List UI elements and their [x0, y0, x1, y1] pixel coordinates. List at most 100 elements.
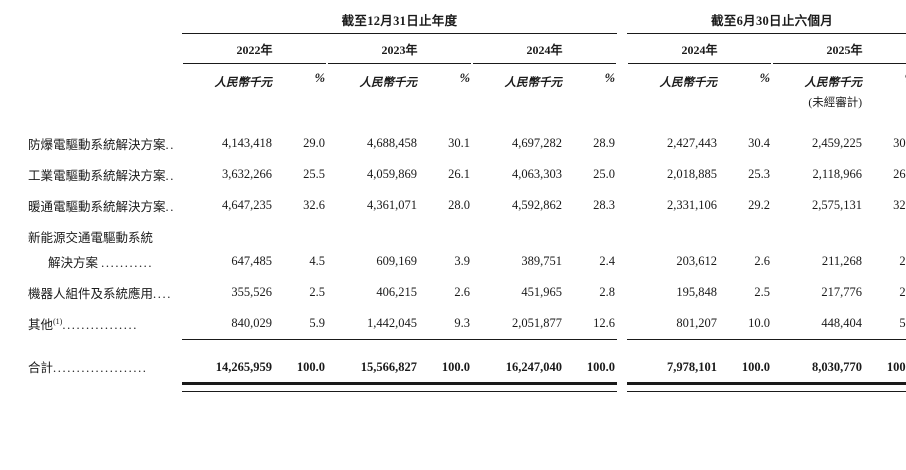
- cell-percent: 30.4: [748, 136, 771, 150]
- cell-value: 406,215: [376, 285, 417, 299]
- table-row: 其他(1)................ 840,029 5.9 1,442,…: [0, 308, 906, 340]
- year-label-2023: 2023年: [381, 43, 418, 57]
- cell-percent: 5.6: [864, 308, 906, 340]
- cell-value: 4,059,869: [367, 167, 417, 181]
- cell-value: 2,018,885: [667, 167, 718, 181]
- unit-spacer-label: [0, 65, 182, 92]
- unaudited-note: (未經審計): [808, 97, 863, 109]
- row-leader: ..: [165, 169, 175, 183]
- cell-percent: 28.3: [593, 198, 616, 212]
- cell-value: 4,697,282: [512, 136, 562, 150]
- row-gap: [617, 277, 627, 308]
- cell-value: 4,361,071: [367, 198, 417, 212]
- unit-percent-h1-2025: %: [864, 65, 906, 92]
- row-label-new-energy-line2: 解決方案 ...........: [0, 246, 182, 277]
- header-corner-empty: [0, 0, 182, 32]
- cell-percent: 29.2: [748, 198, 771, 212]
- year-label-2022: 2022年: [236, 43, 273, 57]
- cell-percent: 28.0: [448, 198, 470, 212]
- cell-value: 801,207: [627, 308, 720, 340]
- header-body-gap: [0, 110, 906, 128]
- cell-percent: 2.6: [454, 285, 470, 299]
- cell-percent: 26.4: [893, 167, 906, 181]
- unit-amount-h1-2025: 人民幣千元: [804, 77, 863, 89]
- row-leader: ....................: [53, 360, 148, 375]
- row-label-new-energy-line1: 新能源交通電驅動系統: [28, 231, 154, 245]
- total-value: 8,030,770: [812, 360, 863, 374]
- revenue-breakdown-table: 截至12月31日止年度 截至6月30日止六個月 2022年 2023年 2024…: [0, 0, 906, 392]
- year-gap: [617, 34, 627, 62]
- unit-amount-2023: 人民幣千元: [359, 77, 418, 89]
- cell-percent: 25.0: [593, 167, 616, 181]
- row-gap: [617, 190, 627, 221]
- row-leader: ....: [153, 287, 172, 301]
- row-label-total: 合計....................: [0, 347, 182, 382]
- cell-percent: 2.8: [599, 285, 616, 299]
- cell-value: 211,268: [821, 254, 863, 268]
- header-unit-row: 人民幣千元 % 人民幣千元 % 人民幣千元 % 人民幣千元 % 人民幣千元 %: [0, 65, 906, 92]
- cell-value: 4,143,418: [222, 136, 272, 150]
- cell-percent: 32.6: [303, 198, 325, 212]
- year-spacer-label: [0, 34, 182, 62]
- row-leader: ..: [165, 138, 175, 152]
- cell-value: 2,118,966: [812, 167, 863, 181]
- cell-value: 4,647,235: [222, 198, 272, 212]
- row-label-hvac: 暖通電驅動系統解決方案..: [0, 190, 182, 221]
- year-rule-2023: [327, 62, 472, 65]
- cell-value: 609,169: [376, 254, 417, 268]
- cell-percent: 30.1: [448, 136, 470, 150]
- row-gap: [617, 159, 627, 190]
- unit-amount-2022: 人民幣千元: [214, 77, 273, 89]
- year-rule-h1-2024: [627, 62, 772, 65]
- cell-value: 355,526: [231, 285, 272, 299]
- unit-amount-2024: 人民幣千元: [504, 77, 563, 89]
- cell-value: 4,688,458: [367, 136, 417, 150]
- cell-percent: 25.3: [748, 167, 771, 181]
- total-rule-spacer: [0, 382, 182, 392]
- cell-percent: 9.3: [419, 308, 472, 340]
- table-row: 機器人組件及系統應用.... 355,526 2.5 406,215 2.6 4…: [0, 277, 906, 308]
- table-row: 防爆電驅動系統解決方案.. 4,143,418 29.0 4,688,458 3…: [0, 128, 906, 159]
- total-row: 合計.................... 14,265,959 100.0 …: [0, 347, 906, 382]
- cell-value: 2,459,225: [812, 136, 863, 150]
- unit-percent-2022: %: [314, 71, 325, 85]
- header-group-gap: [617, 0, 627, 32]
- row-gap: [617, 308, 627, 339]
- row-label-text: 解決方案: [48, 256, 99, 270]
- unit-gap: [617, 65, 627, 92]
- unit-percent-2023: %: [459, 71, 470, 85]
- cell-percent: 5.9: [274, 308, 327, 340]
- row-label-text: 防爆電驅動系統解決方案: [28, 138, 166, 152]
- total-percent: 100.0: [586, 360, 616, 374]
- total-double-rule: [327, 381, 419, 392]
- group-title-annual: 截至12月31日止年度: [341, 14, 458, 28]
- cell-value: 1,442,045: [327, 308, 419, 340]
- row-label-text: 其他: [28, 318, 54, 332]
- group-rule-annual: [182, 32, 618, 34]
- year-label-h1-2024: 2024年: [681, 43, 718, 57]
- cell-percent: 30.6: [893, 136, 906, 150]
- header-group-rule-row: [0, 32, 906, 34]
- year-rule-h1-2025: [772, 62, 906, 65]
- total-percent: 100.0: [296, 360, 325, 374]
- row-label-others: 其他(1)................: [0, 308, 182, 339]
- cell-value: 4,592,862: [512, 198, 562, 212]
- footnote-marker: (1): [53, 316, 63, 326]
- year-label-2024: 2024年: [526, 43, 563, 57]
- cell-value: 4,063,303: [512, 167, 562, 181]
- header-year-rule-row: [0, 62, 906, 65]
- total-double-rule: [419, 381, 472, 392]
- header-group-title-row: 截至12月31日止年度 截至6月30日止六個月: [0, 0, 906, 32]
- total-double-rule: [864, 381, 906, 392]
- note-trailing-spacer: [864, 92, 906, 110]
- total-rule-gap: [617, 382, 627, 392]
- cell-percent: 2.6: [899, 254, 906, 268]
- cell-value: 647,485: [231, 254, 272, 268]
- cell-percent: 29.0: [303, 136, 325, 150]
- cell-value: 2,331,106: [667, 198, 718, 212]
- table-row: 解決方案 ........... 647,485 4.5 609,169 3.9…: [0, 246, 906, 277]
- total-value: 7,978,101: [667, 360, 718, 374]
- row-continuation-empty: [182, 221, 906, 246]
- cell-percent: 2.5: [754, 285, 771, 299]
